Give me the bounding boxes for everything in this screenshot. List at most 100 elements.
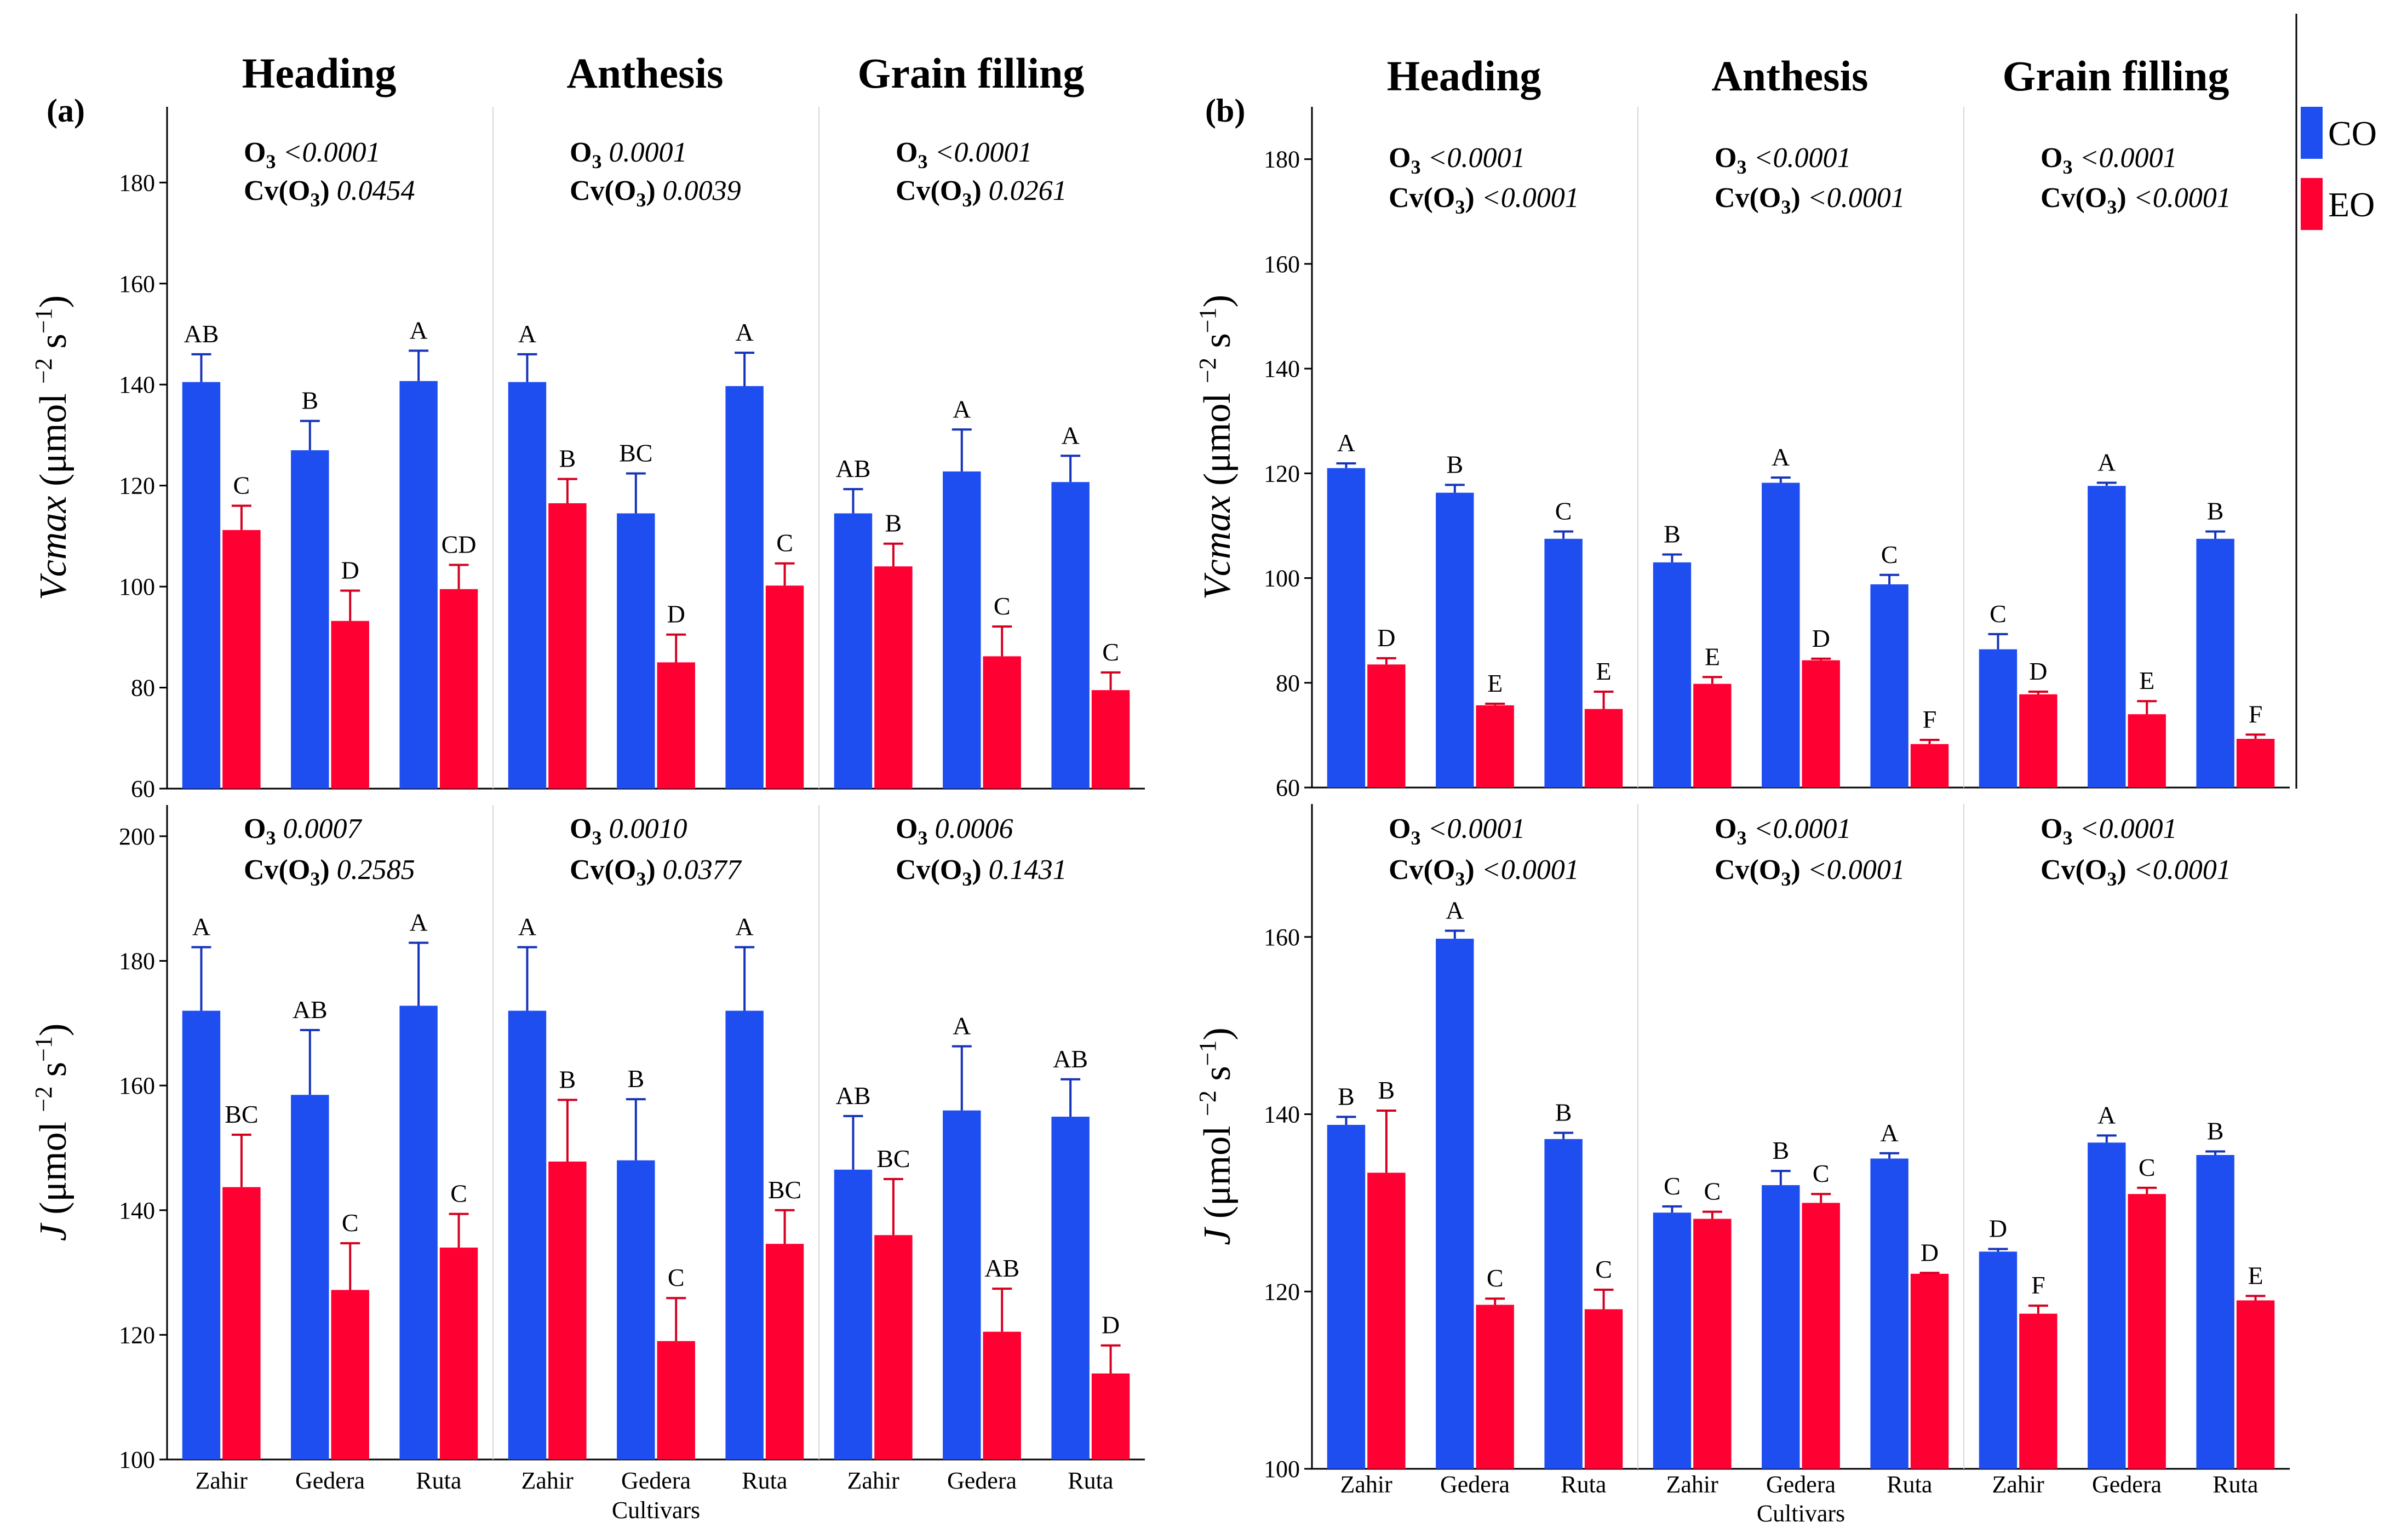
- co-significance-letter: C: [1990, 600, 2007, 628]
- co-bar: [1436, 492, 1474, 788]
- co-bar: [834, 513, 873, 789]
- eo-bar: [439, 589, 478, 789]
- y-tick-label: 60: [1276, 774, 1300, 801]
- stage-title: Heading: [242, 49, 397, 97]
- x-category-label: Ruta: [1561, 1471, 1606, 1498]
- eo-bar: [2236, 1300, 2275, 1469]
- x-category-label: Gedera: [1440, 1471, 1510, 1498]
- x-category-label: Zahir: [1666, 1471, 1719, 1498]
- eo-bar: [874, 1235, 913, 1459]
- eo-significance-letter: BC: [768, 1176, 801, 1204]
- co-significance-letter: AB: [836, 1082, 871, 1110]
- eo-bar: [1693, 683, 1732, 788]
- eo-bar: [1367, 1173, 1406, 1469]
- y-tick-label: 160: [1264, 924, 1300, 951]
- y-tick-label: 120: [1264, 460, 1300, 487]
- x-category-label: Zahir: [847, 1467, 900, 1494]
- eo-significance-letter: B: [559, 445, 576, 473]
- cv-stat: Cv(O3) 0.0377: [570, 854, 742, 890]
- co-significance-letter: C: [1881, 541, 1898, 568]
- co-bar: [1762, 1185, 1800, 1469]
- y-tick-label: 140: [1264, 1101, 1300, 1128]
- co-significance-letter: B: [1555, 1099, 1572, 1127]
- x-category-label: Zahir: [1992, 1471, 2045, 1498]
- eo-significance-letter: C: [450, 1180, 467, 1208]
- co-bar: [2088, 486, 2126, 788]
- eo-bar: [983, 1331, 1021, 1459]
- co-significance-letter: A: [192, 912, 210, 940]
- x-category-label: Ruta: [416, 1467, 461, 1494]
- cv-stat: Cv(O3) 0.0454: [244, 175, 415, 211]
- co-bar: [1327, 1124, 1366, 1469]
- co-significance-letter: A: [736, 318, 754, 346]
- eo-bar: [2128, 714, 2166, 788]
- co-significance-letter: AB: [184, 320, 219, 348]
- eo-bar: [1910, 744, 1949, 788]
- cv-stat: Cv(O3) 0.0261: [896, 175, 1067, 211]
- eo-bar: [331, 620, 369, 789]
- y-tick-label: 160: [119, 271, 155, 297]
- eo-bar: [331, 1290, 369, 1459]
- x-category-label: Gedera: [947, 1467, 1017, 1494]
- eo-significance-letter: F: [1923, 705, 1937, 733]
- y-tick-label: 160: [1264, 251, 1300, 278]
- co-significance-letter: B: [2207, 497, 2224, 525]
- co-significance-letter: B: [627, 1065, 644, 1093]
- x-category-label: Zahir: [196, 1467, 248, 1494]
- eo-significance-letter: F: [2249, 700, 2263, 728]
- eo-significance-letter: D: [667, 600, 685, 628]
- eo-significance-letter: C: [776, 529, 793, 557]
- eo-significance-letter: C: [994, 592, 1011, 620]
- x-category-label: Zahir: [521, 1467, 574, 1494]
- eo-bar: [439, 1248, 478, 1459]
- eo-bar: [1476, 1305, 1514, 1469]
- eo-significance-letter: B: [885, 509, 902, 537]
- y-tick-label: 100: [1264, 1456, 1300, 1482]
- x-axis-title: Cultivars: [612, 1497, 700, 1524]
- co-bar: [508, 382, 547, 789]
- eo-bar: [2019, 1313, 2057, 1469]
- legend-swatch: [2301, 178, 2323, 230]
- eo-bar: [2019, 694, 2057, 788]
- x-category-label: Ruta: [1887, 1471, 1932, 1498]
- eo-significance-letter: D: [1921, 1238, 1939, 1266]
- legend-label: CO: [2328, 114, 2377, 153]
- o3-stat: O3 <0.0001: [1389, 142, 1526, 178]
- chart-b-vcmax: 60 80 100 120 140 160 180 Vcmax (μmol −2 s−1) O3…: [1194, 107, 2290, 801]
- stage-title: Heading: [1387, 52, 1541, 100]
- stage-title: Anthesis: [566, 49, 723, 97]
- co-significance-letter: A: [518, 320, 536, 348]
- eo-significance-letter: D: [2029, 657, 2047, 685]
- co-bar: [1979, 649, 2018, 788]
- co-bar: [725, 1010, 764, 1459]
- cv-stat: Cv(O3) 0.1431: [896, 854, 1067, 890]
- y-axis-label: J (μmol −2 s−1): [30, 1024, 74, 1242]
- eo-significance-letter: BC: [876, 1145, 910, 1173]
- eo-bar: [1584, 1309, 1623, 1469]
- cv-stat: Cv(O3) 0.2585: [244, 854, 415, 890]
- eo-bar: [765, 1244, 804, 1459]
- co-bar: [1762, 482, 1800, 788]
- eo-significance-letter: C: [233, 472, 250, 499]
- y-tick-label: 120: [119, 473, 155, 499]
- eo-bar: [874, 566, 913, 789]
- eo-bar: [1091, 690, 1130, 789]
- co-significance-letter: A: [410, 316, 428, 344]
- eo-significance-letter: D: [1102, 1311, 1120, 1339]
- eo-significance-letter: C: [342, 1209, 359, 1237]
- eo-significance-letter: F: [2031, 1271, 2045, 1299]
- co-significance-letter: B: [1446, 450, 1463, 478]
- co-significance-letter: A: [1446, 896, 1464, 924]
- co-bar: [399, 1005, 438, 1459]
- eo-significance-letter: C: [668, 1263, 685, 1291]
- cv-stat: Cv(O3) <0.0001: [1389, 182, 1579, 218]
- eo-bar: [222, 530, 261, 789]
- co-bar: [2196, 1154, 2234, 1469]
- co-significance-letter: A: [1337, 429, 1355, 457]
- co-significance-letter: B: [1772, 1136, 1789, 1164]
- o3-stat: O3 0.0007: [244, 813, 362, 849]
- cv-stat: Cv(O3) <0.0001: [1389, 854, 1579, 890]
- eo-bar: [657, 1341, 695, 1459]
- x-axis-title: Cultivars: [1757, 1500, 1845, 1527]
